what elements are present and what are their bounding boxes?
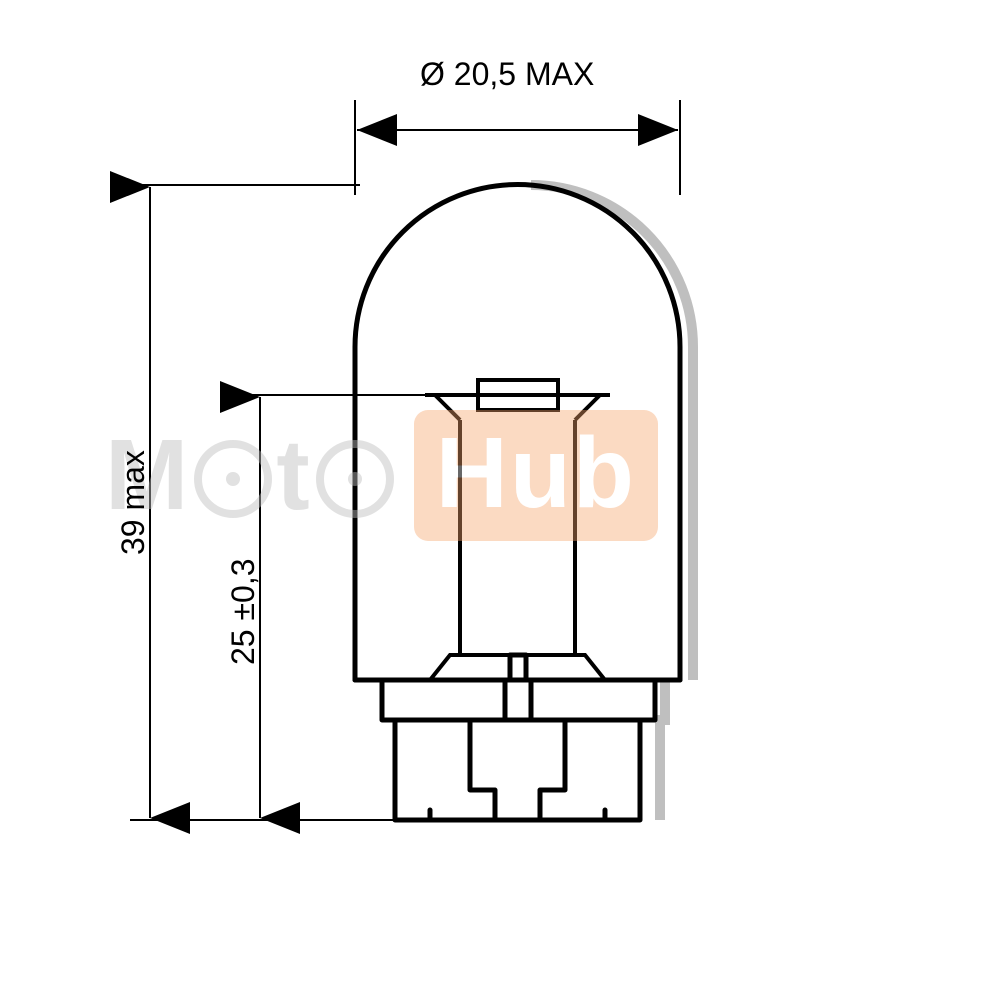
dimension-diameter: [355, 100, 680, 195]
wheel-icon: [194, 440, 272, 518]
wheel-icon: [316, 440, 394, 518]
dim-filament-height-label: 25 ±0,3: [225, 558, 262, 665]
watermark-t: t: [276, 418, 311, 533]
watermark-hub-text: Hub: [436, 417, 636, 529]
watermark-hub-box: Hub: [414, 410, 658, 541]
diagram-canvas: M t Hub: [0, 0, 1000, 1000]
dim-height-total-label: 39 max: [115, 450, 152, 555]
watermark: M t Hub: [105, 410, 658, 541]
dim-diameter-label: Ø 20,5 MAX: [420, 56, 594, 93]
